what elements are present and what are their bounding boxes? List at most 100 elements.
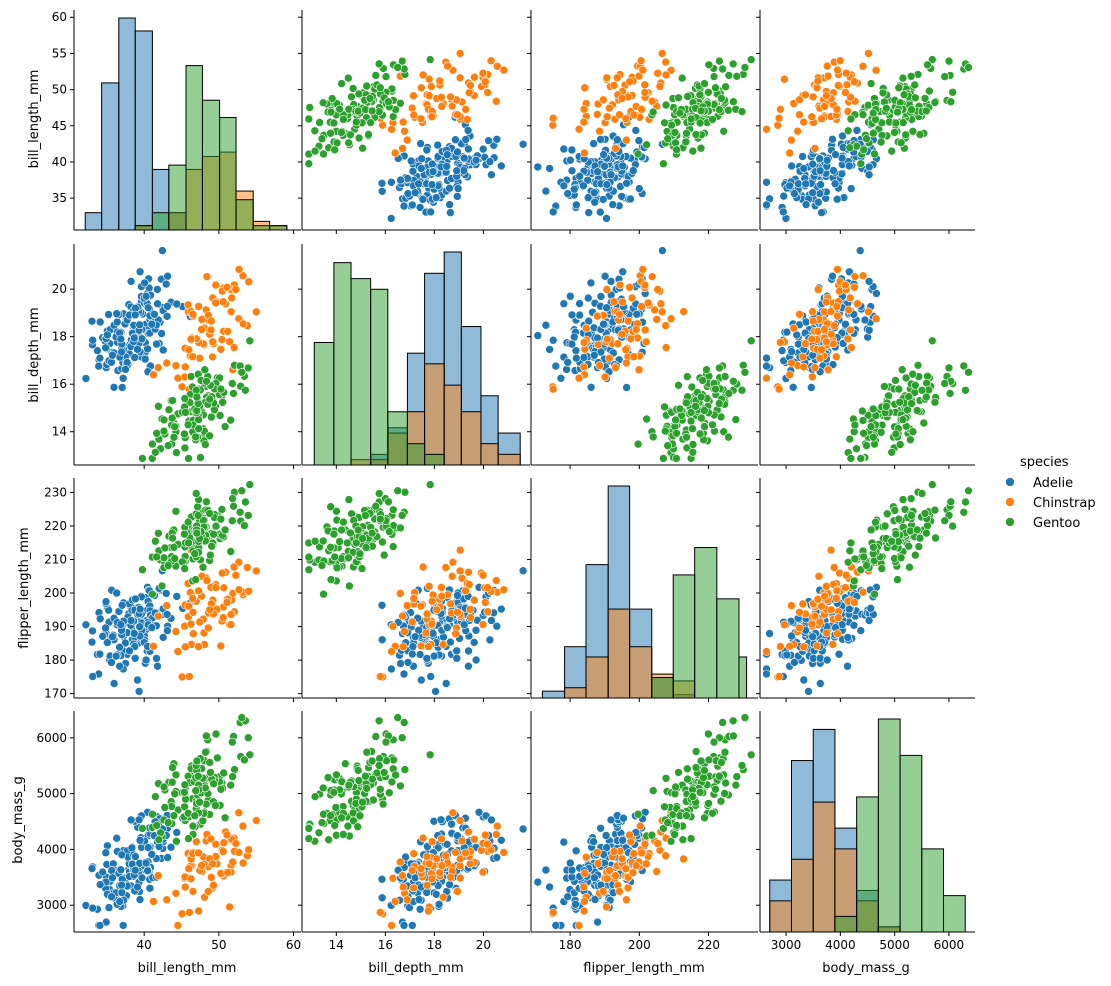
point-gentoo — [910, 550, 920, 560]
point-adelie — [852, 126, 862, 135]
point-gentoo — [347, 92, 356, 102]
point-adelie — [579, 181, 588, 191]
point-chinstrap — [234, 265, 244, 274]
point-adelie — [95, 880, 105, 889]
point-chinstrap — [226, 620, 236, 629]
point-gentoo — [881, 103, 891, 113]
hist-bar-chinstrap — [497, 453, 521, 466]
point-chinstrap — [171, 888, 181, 898]
point-adelie — [634, 136, 644, 145]
legend-marker-adelie — [1005, 477, 1015, 487]
point-gentoo — [697, 413, 706, 423]
point-gentoo — [721, 82, 730, 91]
point-gentoo — [890, 128, 899, 137]
hist-bar-gentoo — [856, 796, 879, 933]
point-gentoo — [729, 731, 738, 741]
point-chinstrap — [218, 847, 228, 856]
point-chinstrap — [186, 334, 196, 344]
point-chinstrap — [244, 277, 253, 287]
point-adelie — [446, 208, 455, 217]
point-adelie — [161, 279, 171, 289]
panel-flipper_length_mm-vs-flipper_length_mm — [527, 478, 758, 702]
point-gentoo — [228, 516, 237, 526]
point-chinstrap — [483, 88, 492, 97]
point-gentoo — [344, 495, 354, 504]
point-adelie — [147, 319, 157, 329]
point-adelie — [152, 654, 161, 663]
point-chinstrap — [787, 358, 796, 368]
point-gentoo — [388, 505, 398, 515]
point-chinstrap — [864, 49, 873, 58]
point-adelie — [589, 837, 598, 847]
point-gentoo — [845, 546, 855, 556]
x-axis-label-bill-length: bill_length_mm — [138, 961, 237, 976]
point-chinstrap — [801, 339, 810, 349]
point-adelie — [571, 899, 580, 909]
point-adelie — [431, 193, 441, 202]
point-gentoo — [304, 159, 314, 168]
point-gentoo — [850, 420, 860, 430]
point-gentoo — [400, 487, 410, 497]
point-adelie — [864, 162, 874, 172]
point-gentoo — [946, 497, 956, 507]
point-gentoo — [330, 145, 340, 155]
point-gentoo — [682, 811, 691, 820]
point-gentoo — [716, 796, 726, 806]
point-adelie — [416, 164, 426, 173]
point-adelie — [762, 361, 771, 371]
point-gentoo — [220, 813, 230, 823]
point-adelie — [403, 658, 413, 667]
point-adelie — [158, 345, 168, 355]
point-chinstrap — [611, 871, 620, 880]
point-gentoo — [362, 747, 372, 757]
point-chinstrap — [795, 110, 804, 119]
point-gentoo — [184, 454, 193, 463]
point-chinstrap — [211, 839, 221, 849]
x-tick-label: 40 — [137, 938, 152, 952]
point-adelie — [117, 880, 126, 890]
point-gentoo — [868, 108, 878, 118]
point-gentoo — [660, 402, 669, 412]
point-chinstrap — [483, 607, 493, 617]
point-chinstrap — [679, 854, 688, 864]
point-gentoo — [907, 105, 916, 114]
point-adelie — [551, 361, 561, 371]
point-gentoo — [205, 758, 214, 767]
point-gentoo — [890, 506, 900, 515]
point-adelie — [583, 193, 593, 202]
point-gentoo — [329, 118, 339, 128]
legend-label-chinstrap: Chinstrap — [1033, 496, 1096, 511]
point-gentoo — [893, 107, 902, 117]
point-gentoo — [868, 404, 878, 414]
point-gentoo — [329, 529, 339, 539]
panel-bill_length_mm-vs-bill_length_mm: 35 40 45 50 55 60 — [52, 10, 301, 234]
point-gentoo — [304, 824, 314, 833]
point-adelie — [545, 164, 554, 173]
point-chinstrap — [817, 114, 826, 124]
point-chinstrap — [858, 271, 868, 281]
point-chinstrap — [398, 871, 407, 880]
point-gentoo — [714, 771, 724, 781]
point-gentoo — [648, 107, 658, 117]
point-chinstrap — [400, 627, 409, 636]
x-tick-label: 200 — [628, 938, 651, 952]
point-chinstrap — [647, 96, 657, 106]
point-adelie — [108, 873, 117, 883]
point-gentoo — [374, 716, 384, 726]
point-gentoo — [715, 56, 724, 66]
point-chinstrap — [579, 105, 589, 114]
point-adelie — [548, 207, 558, 217]
point-adelie — [162, 311, 172, 321]
hist-bar-chinstrap — [443, 384, 462, 466]
point-adelie — [799, 164, 809, 173]
point-adelie — [815, 154, 824, 163]
point-gentoo — [354, 89, 364, 99]
panel-bill_length_mm-vs-bill_depth_mm — [298, 10, 530, 234]
point-chinstrap — [841, 280, 850, 290]
point-chinstrap — [841, 583, 850, 592]
point-gentoo — [332, 563, 342, 573]
point-gentoo — [704, 755, 714, 765]
point-adelie — [518, 140, 528, 149]
point-gentoo — [696, 756, 706, 766]
panel-bill_length_mm-vs-body_mass_g — [756, 10, 975, 234]
